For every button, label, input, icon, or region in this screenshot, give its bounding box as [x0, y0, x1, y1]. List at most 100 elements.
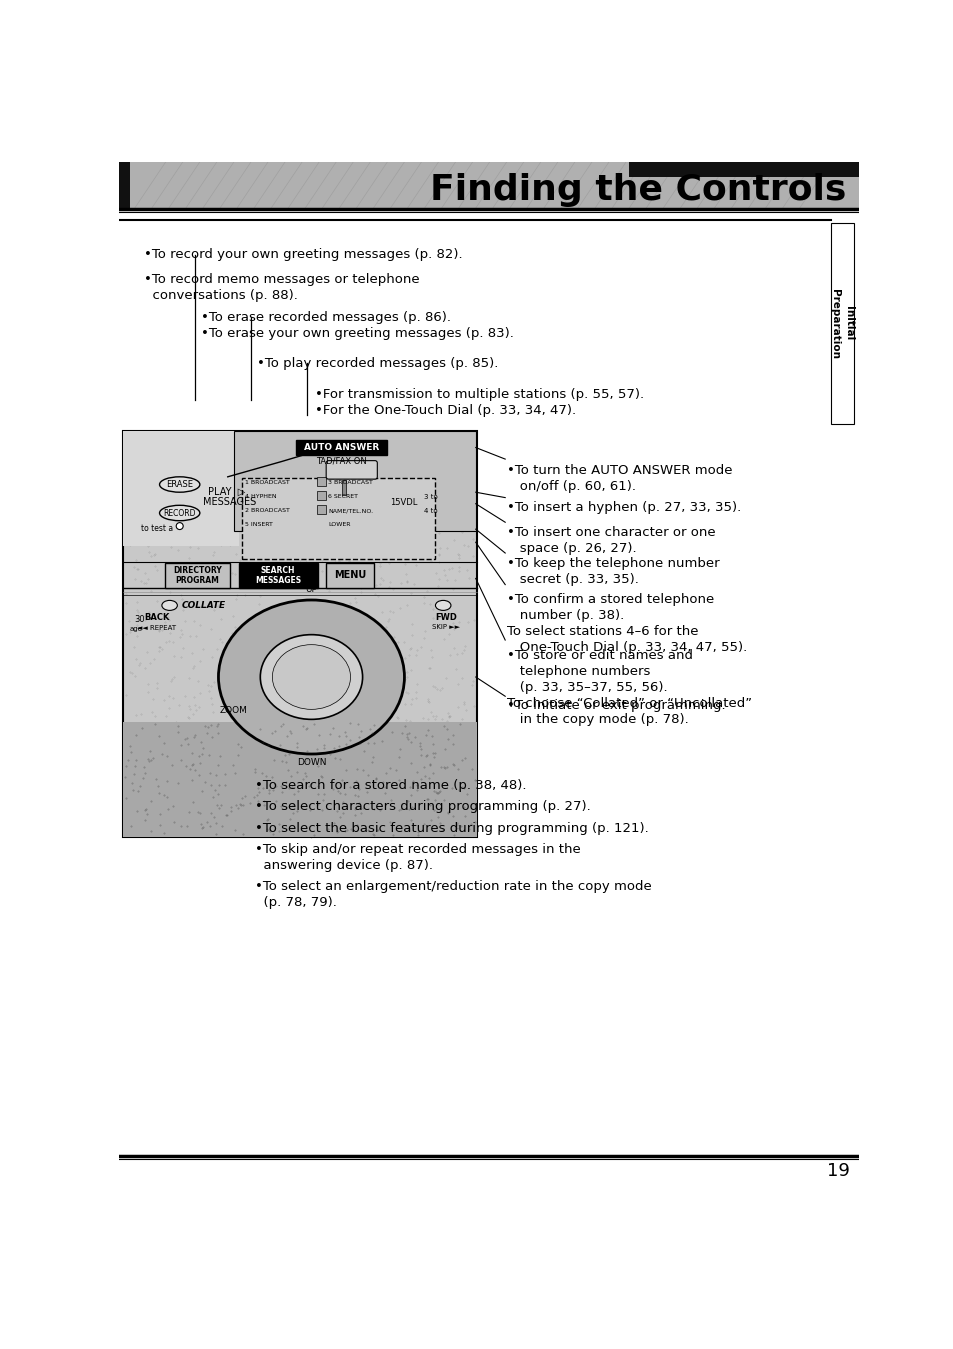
Point: [259, 486, 274, 507]
Point: [210, 482, 225, 503]
Point: [289, 525, 304, 546]
Point: [147, 714, 162, 735]
Point: [126, 800, 141, 822]
Point: [246, 785, 261, 807]
Point: [147, 816, 162, 838]
Point: [170, 540, 185, 561]
Point: [132, 424, 148, 445]
Point: [401, 475, 416, 496]
Point: [137, 762, 152, 784]
Point: [329, 788, 344, 809]
Point: [380, 436, 395, 457]
Point: [414, 804, 429, 826]
Point: [137, 657, 152, 679]
Bar: [830, 223, 853, 425]
Bar: [316, 476, 326, 486]
Point: [216, 812, 232, 834]
Point: [134, 461, 150, 483]
Point: [247, 465, 262, 487]
Point: [184, 456, 199, 478]
Point: [355, 782, 370, 804]
Point: [393, 738, 408, 759]
Point: [445, 734, 460, 755]
Point: [158, 735, 173, 757]
Point: [179, 735, 194, 757]
Point: [311, 536, 326, 557]
Point: [294, 716, 309, 738]
Point: [348, 591, 363, 612]
Point: [213, 746, 228, 768]
Point: [308, 594, 323, 615]
Point: [255, 777, 271, 799]
Point: [181, 437, 196, 459]
FancyBboxPatch shape: [326, 460, 377, 479]
Point: [391, 746, 406, 768]
Point: [326, 718, 341, 739]
Point: [414, 745, 429, 766]
Text: RECORD: RECORD: [163, 509, 195, 518]
Point: [331, 726, 346, 747]
Point: [218, 687, 233, 708]
Point: [340, 614, 355, 635]
Point: [212, 784, 227, 805]
Point: [314, 789, 330, 811]
Text: 15VDL: 15VDL: [390, 499, 417, 507]
Point: [401, 777, 416, 799]
Point: [423, 757, 438, 778]
Point: [290, 448, 305, 469]
Point: [299, 739, 314, 761]
Point: [426, 488, 441, 510]
Point: [171, 695, 186, 716]
Point: [439, 594, 455, 615]
Point: [123, 735, 138, 757]
Point: [267, 639, 282, 661]
Point: [346, 800, 361, 822]
Point: [147, 648, 162, 669]
Point: [214, 691, 230, 712]
Point: [234, 788, 250, 809]
Point: [133, 703, 149, 724]
Point: [158, 706, 173, 727]
Point: [193, 801, 208, 823]
Point: [154, 619, 170, 641]
Point: [355, 749, 370, 770]
Point: [255, 630, 271, 652]
Point: [188, 699, 203, 720]
Point: [328, 564, 343, 585]
Point: [391, 800, 406, 822]
Point: [297, 738, 313, 759]
Point: [199, 811, 214, 832]
Point: [425, 598, 440, 619]
Point: [403, 784, 418, 805]
Point: [206, 817, 221, 839]
Point: [299, 778, 314, 800]
Point: [425, 734, 440, 755]
Point: [401, 799, 416, 820]
Point: [173, 646, 189, 668]
Point: [136, 445, 152, 467]
Point: [330, 817, 345, 839]
Ellipse shape: [162, 600, 177, 610]
Point: [248, 527, 263, 549]
Point: [382, 741, 397, 762]
Point: [186, 687, 201, 708]
Point: [457, 750, 473, 772]
Point: [246, 786, 261, 808]
Point: [221, 765, 236, 786]
Point: [353, 803, 368, 824]
Point: [305, 476, 320, 498]
Point: [212, 797, 227, 819]
Point: [401, 638, 416, 660]
Point: [213, 534, 229, 556]
Point: [419, 488, 435, 510]
Point: [179, 714, 194, 735]
Point: [316, 687, 332, 708]
Point: [415, 716, 430, 738]
Point: [222, 534, 237, 556]
Point: [307, 762, 322, 784]
Point: [183, 537, 198, 558]
Point: [364, 723, 379, 745]
Point: [234, 618, 250, 639]
Point: [327, 552, 342, 573]
Point: [319, 536, 335, 557]
